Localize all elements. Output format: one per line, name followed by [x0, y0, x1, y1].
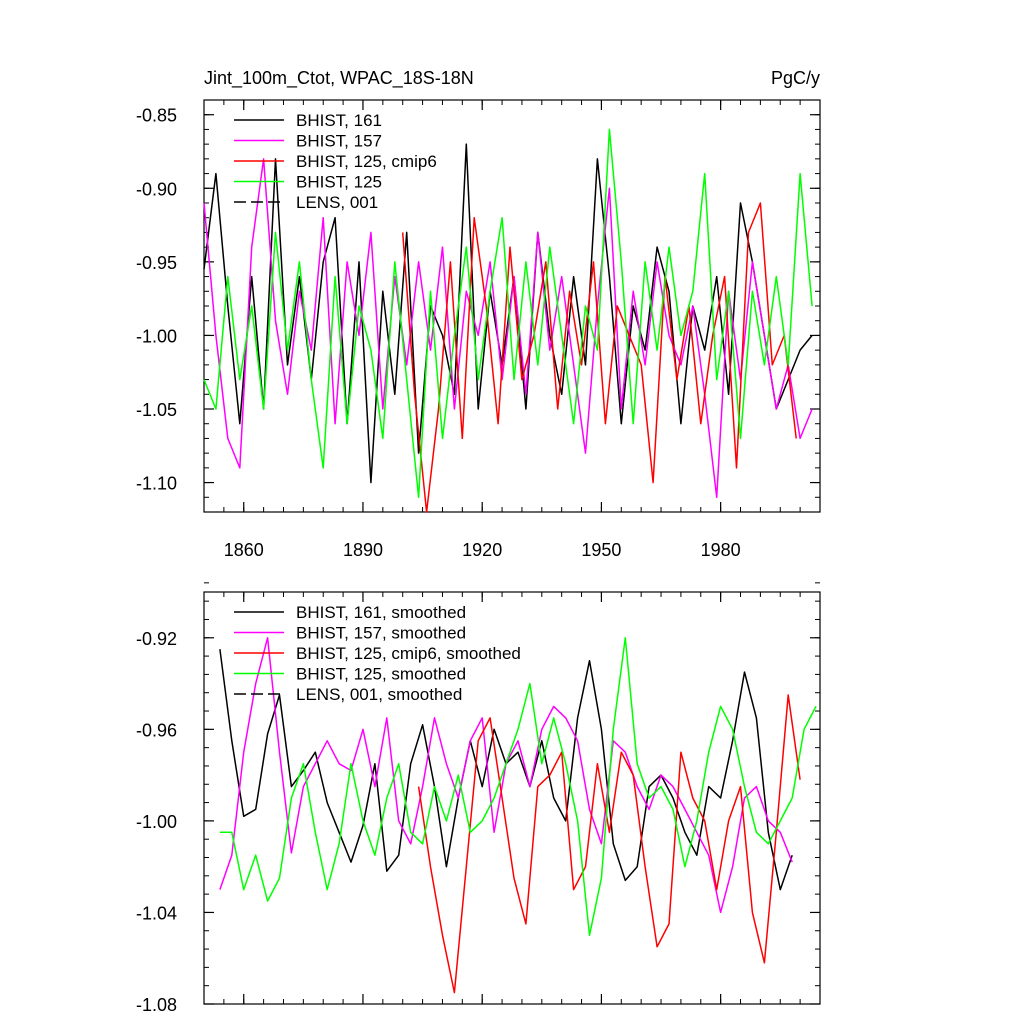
legend-label: LENS, 001 — [296, 193, 378, 212]
top-panel: 1860 1890 1920 1950 1980 -0.85 -0.90 -0.95 -1.00… — [136, 99, 821, 560]
y-tick-label: -1.08 — [136, 995, 177, 1015]
legend-label: BHIST, 125, smoothed — [296, 665, 466, 684]
y-tick-label: -1.10 — [136, 474, 177, 494]
y-tick-label: -0.85 — [136, 106, 177, 126]
legend-label: BHIST, 157, smoothed — [296, 624, 466, 643]
series-line — [219, 637, 817, 937]
y-tick-label: -1.00 — [136, 812, 177, 832]
legend-label: BHIST, 161, smoothed — [296, 603, 466, 622]
y-tick-label: -0.96 — [136, 720, 177, 740]
legend-label: BHIST, 161 — [296, 111, 382, 130]
x-tick-label: 1860 — [224, 540, 264, 560]
y-tick-label: -1.04 — [136, 903, 177, 923]
y-tick-label: -0.92 — [136, 629, 177, 649]
x-tick-label: 1920 — [462, 540, 502, 560]
legend-label: LENS, 001, smoothed — [296, 685, 462, 704]
series-line — [401, 202, 797, 513]
plot-frame — [203, 591, 821, 1005]
legend-label: BHIST, 157 — [296, 132, 382, 151]
bottom-panel: -0.92 -0.96 -1.00 -1.04 -1.08 BHIST, 161, smo… — [136, 582, 821, 1015]
x-tick-label: 1890 — [343, 540, 383, 560]
series-line — [203, 128, 813, 499]
y-tick-label: -0.90 — [136, 179, 177, 199]
legend-label: BHIST, 125 — [296, 173, 382, 192]
x-tick-label: 1980 — [701, 540, 741, 560]
legend-label: BHIST, 125, cmip6, smoothed — [296, 644, 521, 663]
units-label: PgC/y — [771, 68, 820, 88]
x-tick-label: 1950 — [581, 540, 621, 560]
legend-label: BHIST, 125, cmip6 — [296, 152, 437, 171]
y-tick-label: -1.05 — [136, 400, 177, 420]
chart-title: Jint_100m_Ctot, WPAC_18S-18N — [204, 68, 474, 89]
y-tick-label: -1.00 — [136, 326, 177, 346]
series-line — [417, 694, 801, 994]
y-tick-label: -0.95 — [136, 253, 177, 273]
